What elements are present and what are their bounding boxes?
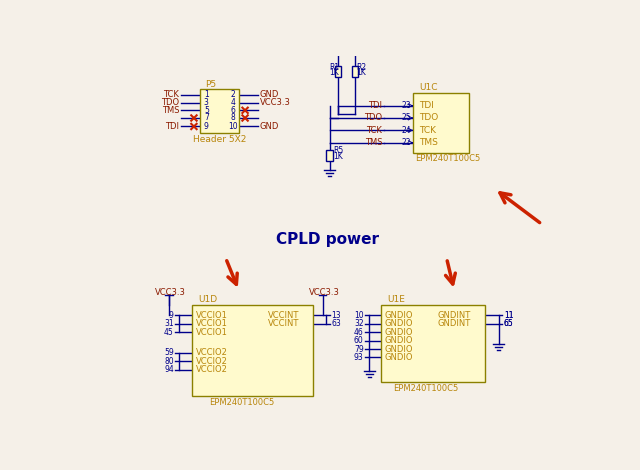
Text: GNDINT: GNDINT — [437, 311, 470, 320]
Text: TDI: TDI — [165, 122, 179, 131]
Text: TCK: TCK — [419, 126, 436, 135]
Text: EPM240T100C5: EPM240T100C5 — [209, 398, 275, 407]
Text: 5: 5 — [204, 106, 209, 115]
Text: 32: 32 — [354, 319, 364, 328]
Text: Header 5X2: Header 5X2 — [193, 135, 246, 144]
Text: 1: 1 — [204, 90, 209, 99]
Text: 10: 10 — [228, 122, 237, 131]
Text: 25: 25 — [401, 113, 411, 123]
Text: VCC3.3: VCC3.3 — [260, 98, 291, 107]
Text: TMS: TMS — [365, 138, 382, 147]
Bar — [352, 66, 358, 77]
Text: TDO: TDO — [419, 113, 438, 123]
Text: 65: 65 — [504, 319, 514, 328]
Bar — [413, 94, 469, 153]
Text: U1D: U1D — [198, 295, 218, 304]
Text: GNDIO: GNDIO — [385, 345, 413, 353]
Text: GNDIO: GNDIO — [385, 319, 413, 328]
Text: R2: R2 — [356, 63, 366, 72]
Text: P5: P5 — [205, 79, 216, 89]
Text: 8: 8 — [230, 113, 235, 123]
Text: TDI: TDI — [419, 101, 433, 110]
Text: GNDIO: GNDIO — [385, 336, 413, 345]
Text: R1: R1 — [330, 63, 340, 72]
Bar — [200, 89, 239, 133]
Text: VCC3.3: VCC3.3 — [308, 288, 339, 297]
Text: 1K: 1K — [330, 68, 339, 77]
Text: 11: 11 — [504, 311, 513, 320]
Text: 63: 63 — [331, 319, 341, 328]
Text: 4: 4 — [230, 98, 235, 107]
Bar — [193, 305, 312, 396]
Text: 1K: 1K — [333, 152, 343, 161]
Text: TMS: TMS — [419, 138, 438, 147]
Text: 60: 60 — [354, 336, 364, 345]
Text: VCC3.3: VCC3.3 — [155, 288, 186, 297]
Text: TDO: TDO — [364, 113, 382, 123]
Text: 1K: 1K — [356, 68, 365, 77]
Text: 3: 3 — [204, 98, 209, 107]
Text: 23: 23 — [401, 101, 411, 110]
Text: VCCIO1: VCCIO1 — [196, 311, 228, 320]
Text: TDO: TDO — [161, 98, 179, 107]
Text: 94: 94 — [164, 365, 174, 374]
Text: U1C: U1C — [419, 84, 438, 93]
Text: U1E: U1E — [387, 295, 404, 304]
Text: GNDINT: GNDINT — [437, 319, 470, 328]
Text: 79: 79 — [354, 345, 364, 353]
Text: 13: 13 — [331, 311, 340, 320]
Text: 11: 11 — [504, 311, 513, 320]
Text: 93: 93 — [354, 353, 364, 362]
Bar — [326, 150, 333, 161]
Text: 45: 45 — [164, 328, 174, 337]
Text: EPM240T100C5: EPM240T100C5 — [393, 384, 458, 393]
Text: 59: 59 — [164, 348, 174, 357]
Text: CPLD power: CPLD power — [276, 232, 380, 247]
Text: 65: 65 — [504, 319, 514, 328]
Text: GNDIO: GNDIO — [385, 353, 413, 362]
Text: 9: 9 — [204, 122, 209, 131]
Text: GND: GND — [260, 90, 279, 99]
Text: 2: 2 — [230, 90, 235, 99]
Bar — [381, 305, 485, 382]
Text: 10: 10 — [354, 311, 364, 320]
Text: 6: 6 — [230, 106, 235, 115]
Text: 9: 9 — [169, 311, 174, 320]
Text: GND: GND — [260, 122, 279, 131]
Text: VCCIO2: VCCIO2 — [196, 348, 228, 357]
Text: GNDIO: GNDIO — [385, 328, 413, 337]
Text: 46: 46 — [354, 328, 364, 337]
Text: TCK: TCK — [163, 90, 179, 99]
Text: TMS: TMS — [162, 106, 179, 115]
Text: 7: 7 — [204, 113, 209, 123]
Text: VCCIO1: VCCIO1 — [196, 319, 228, 328]
Text: 31: 31 — [164, 319, 174, 328]
Text: EPM240T100C5: EPM240T100C5 — [415, 154, 480, 163]
Text: TCK: TCK — [366, 126, 382, 135]
Text: TDI: TDI — [368, 101, 382, 110]
Text: VCCIO2: VCCIO2 — [196, 357, 228, 366]
Text: VCCINT: VCCINT — [268, 311, 299, 320]
Text: 22: 22 — [401, 138, 411, 147]
Text: GNDIO: GNDIO — [385, 311, 413, 320]
Text: 80: 80 — [164, 357, 174, 366]
Text: VCCIO1: VCCIO1 — [196, 328, 228, 337]
Text: 24: 24 — [401, 126, 411, 135]
Text: VCCINT: VCCINT — [268, 319, 299, 328]
Bar — [335, 66, 341, 77]
Text: R5: R5 — [333, 146, 344, 155]
Text: VCCIO2: VCCIO2 — [196, 365, 228, 374]
